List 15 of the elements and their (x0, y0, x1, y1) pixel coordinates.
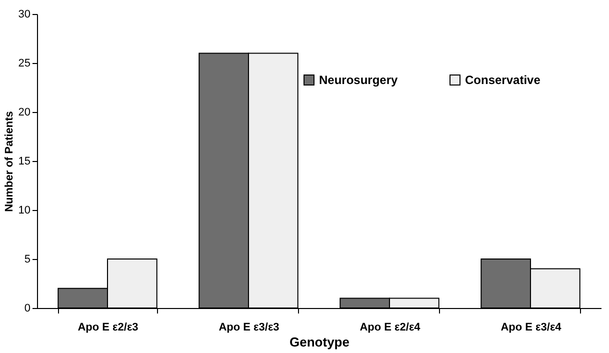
y-axis-title: Number of Patients (3, 111, 16, 212)
legend-label: Neurosurgery (319, 73, 398, 87)
x-tick-label: Apo E ε3/ε3 (218, 322, 280, 334)
y-tick-label: 10 (18, 204, 30, 216)
y-tick-label: 25 (18, 58, 30, 70)
x-axis-title: Genotype (290, 334, 350, 350)
x-tick-label: Apo E ε2/ε4 (360, 322, 422, 334)
x-tick-label: Apo E ε2/ε3 (78, 322, 138, 334)
y-tick-label: 5 (24, 254, 30, 266)
y-tick-label: 15 (18, 156, 30, 168)
x-tick-label: Apo E ε3/ε4 (500, 322, 562, 334)
y-tick-label: 30 (18, 8, 30, 20)
legend-label: Conservative (465, 73, 541, 87)
y-tick-label: 20 (18, 106, 30, 118)
y-tick-label: 0 (24, 302, 30, 314)
